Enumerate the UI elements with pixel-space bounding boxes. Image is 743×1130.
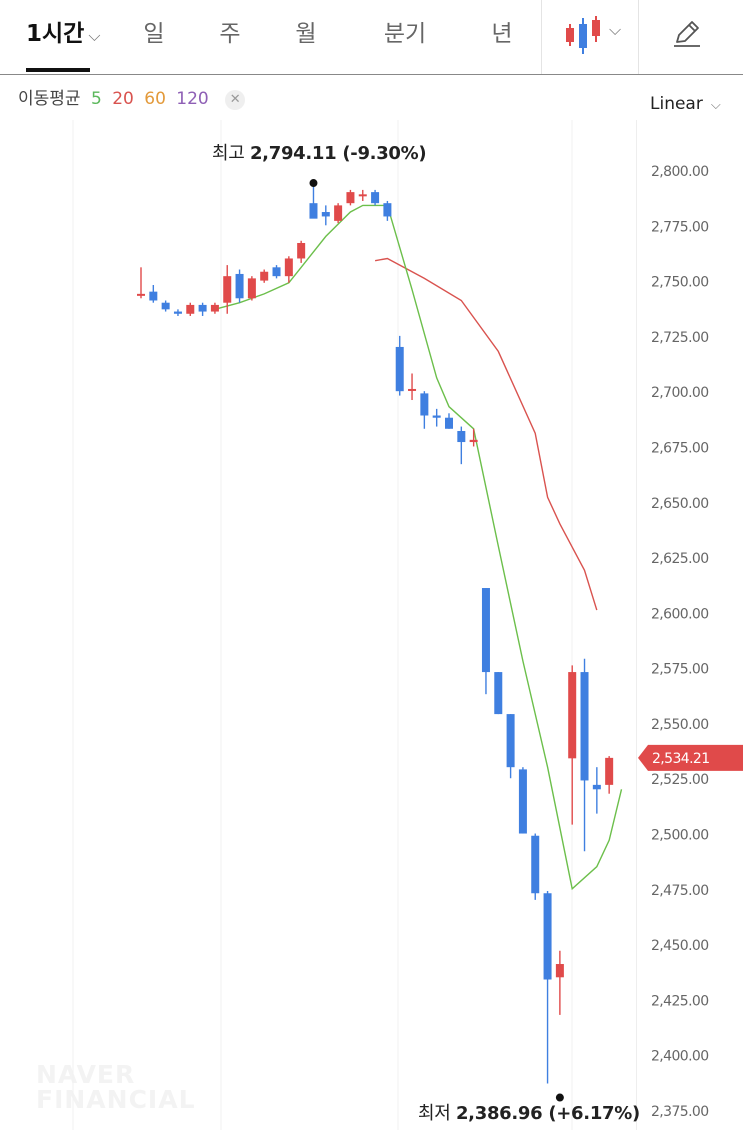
candle-body: [494, 672, 503, 715]
ma-5-label: 5: [90, 89, 102, 109]
low-label: 최저 2,386.96 (+6.17%): [418, 1103, 640, 1124]
chevron-down-icon[interactable]: ⌵: [609, 20, 622, 39]
current-price-tag: [638, 744, 743, 771]
candle-body: [186, 304, 195, 314]
y-tick-label: 2,500.00: [651, 828, 709, 844]
candle-body: [420, 393, 429, 416]
candle-body: [555, 964, 564, 978]
ma5-line: [214, 204, 623, 891]
tab-month[interactable]: 월: [295, 21, 317, 47]
y-tick-label: 2,525.00: [651, 772, 709, 788]
header-divider: [0, 74, 743, 75]
y-tick-label: 2,450.00: [651, 938, 709, 954]
watermark-line-1: NAVER: [36, 1060, 136, 1089]
low-marker: [555, 1093, 564, 1102]
tab-1hour[interactable]: 1시간 ⌵: [26, 0, 100, 72]
candle-body: [321, 212, 330, 217]
divider: [541, 0, 542, 74]
candlestick-chart[interactable]: 2,800.00 2,775.00 2,750.00 2,725.00 2,700.00…: [0, 120, 743, 1130]
candle-body: [284, 258, 293, 277]
watermark-line-2: FINANCIAL: [36, 1085, 196, 1114]
candle-body: [334, 205, 343, 221]
candle-body: [297, 242, 306, 259]
candle-body: [161, 302, 170, 310]
candle-body: [247, 278, 256, 299]
candle-body: [235, 273, 244, 299]
ma-20-label: 20: [112, 89, 134, 109]
pencil-draw-icon[interactable]: [672, 18, 702, 52]
high-label: 최고 2,794.11 (-9.30%): [212, 143, 426, 164]
naver-financial-watermark: NAVER FINANCIAL: [36, 1062, 196, 1112]
ma-60-label: 60: [144, 89, 166, 109]
tab-year[interactable]: 년: [491, 21, 513, 47]
candle-body: [395, 346, 404, 392]
y-tick-label: 2,600.00: [651, 606, 709, 622]
y-tick-label: 2,800.00: [651, 164, 709, 180]
candle-body: [149, 291, 158, 301]
y-tick-label: 2,575.00: [651, 662, 709, 678]
candle-body: [518, 769, 527, 834]
candle-body: [469, 439, 478, 443]
candle-body: [605, 757, 614, 785]
candle-body: [580, 672, 589, 781]
candle-body: [445, 417, 453, 429]
candle-body: [506, 714, 515, 768]
candle-body: [173, 311, 182, 314]
high-marker: [309, 179, 318, 188]
candle-body: [137, 293, 145, 296]
candle-body: [272, 267, 281, 277]
period-tabs: 1시간 ⌵ 일 주 월 분기 년 ⌵: [0, 0, 743, 74]
current-price-label: 2,534.21: [652, 751, 710, 767]
y-tick-label: 2,550.00: [651, 717, 709, 733]
active-tab-indicator: [26, 68, 90, 72]
y-tick-label: 2,700.00: [651, 385, 709, 401]
y-tick-label: 2,625.00: [651, 551, 709, 567]
y-tick-label: 2,750.00: [651, 275, 709, 291]
close-icon[interactable]: ✕: [225, 90, 246, 110]
scale-select[interactable]: Linear ⌵: [650, 94, 721, 114]
chevron-down-icon: ⌵: [88, 26, 101, 45]
candle-body: [408, 388, 417, 391]
candle-body: [568, 672, 577, 759]
candle-body: [260, 271, 269, 281]
tab-week[interactable]: 주: [219, 21, 241, 47]
candle-body: [481, 588, 490, 673]
ma-120-label: 120: [176, 89, 209, 109]
tab-quarter[interactable]: 분기: [383, 21, 427, 47]
y-tick-label: 2,400.00: [651, 1049, 709, 1065]
candle-body: [198, 304, 207, 312]
candle-body: [371, 192, 380, 204]
candle-body: [210, 304, 219, 312]
candle-body: [531, 835, 540, 894]
tab-day[interactable]: 일: [143, 21, 165, 47]
ma20-line: [374, 257, 598, 611]
y-tick-label: 2,725.00: [651, 330, 709, 346]
candle-body: [383, 203, 392, 217]
candle-body: [592, 784, 601, 790]
ma-title: 이동평균: [18, 89, 81, 109]
y-tick-label: 2,650.00: [651, 496, 709, 512]
candle-body: [309, 203, 318, 219]
y-tick-label: 2,675.00: [651, 440, 709, 456]
candlestick-chart-type-icon[interactable]: [565, 16, 605, 60]
candle-body: [543, 893, 552, 980]
chevron-down-icon: ⌵: [710, 98, 721, 113]
y-tick-label: 2,375.00: [651, 1104, 709, 1120]
y-tick-label: 2,775.00: [651, 219, 709, 235]
divider: [638, 0, 639, 74]
y-tick-label: 2,425.00: [651, 993, 709, 1009]
candle-body: [432, 415, 441, 418]
y-tick-label: 2,475.00: [651, 883, 709, 899]
moving-average-legend[interactable]: 이동평균 5 20 60 120 ✕: [18, 86, 250, 112]
candle-body: [223, 276, 232, 303]
tab-1hour-label: 1시간: [26, 21, 85, 47]
candle-body: [457, 430, 466, 443]
scale-label: Linear: [650, 94, 703, 114]
candle-body: [358, 194, 367, 197]
candle-body: [346, 192, 355, 204]
